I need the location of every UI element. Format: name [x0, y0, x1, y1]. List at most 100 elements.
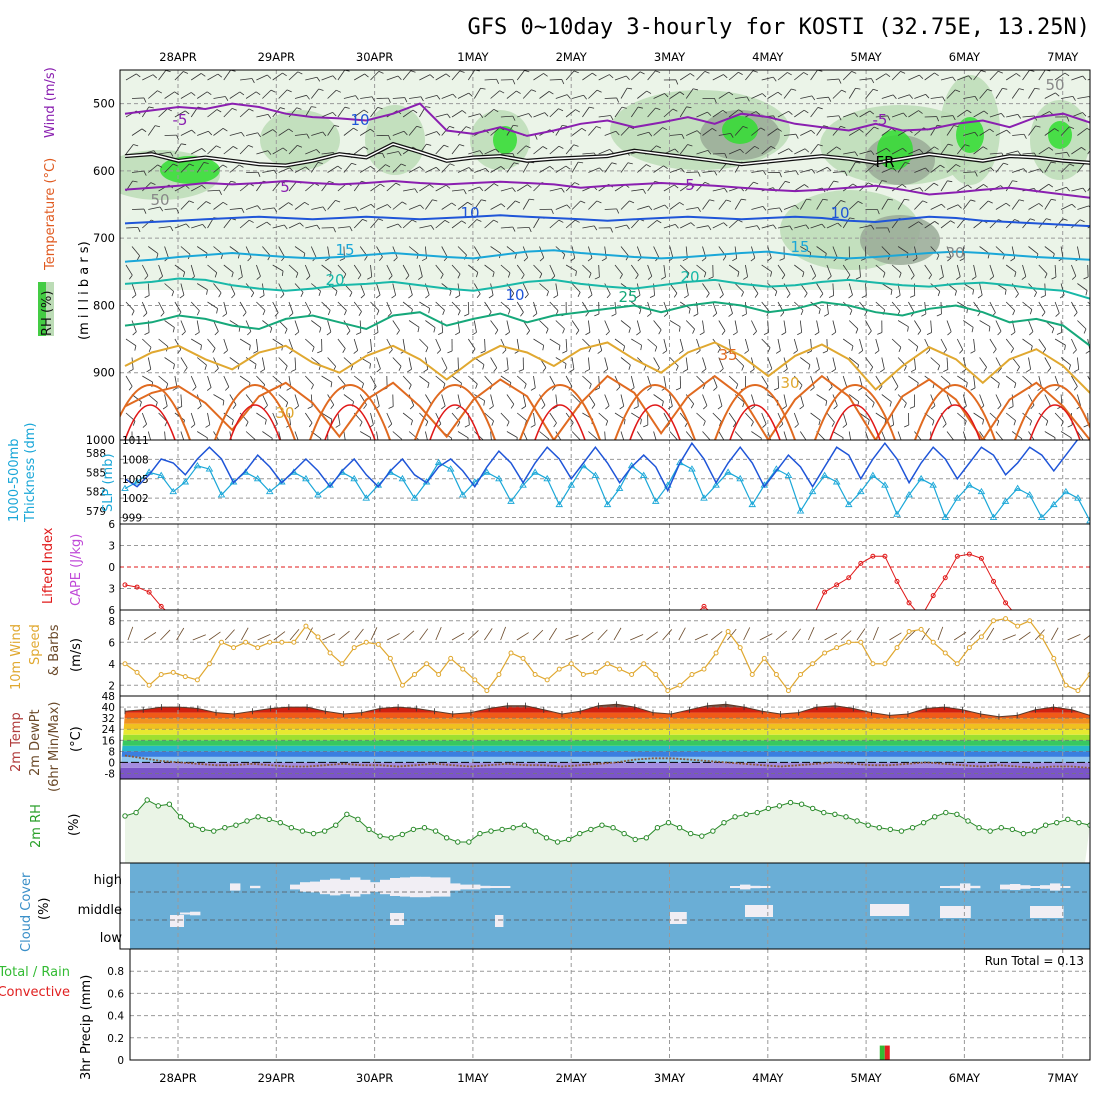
wind-barb-feather	[623, 419, 626, 425]
wind-barb-feather	[172, 327, 175, 333]
wind-barb-feather	[1056, 332, 1062, 335]
isotherm-label: 25	[618, 288, 637, 306]
rh-point	[277, 819, 283, 826]
wind-barb-feather	[1035, 125, 1041, 128]
wind-barb	[207, 73, 219, 81]
cloud-bar-high	[740, 884, 751, 890]
wind-barb	[767, 207, 780, 210]
wind-barb-feather	[859, 129, 864, 133]
pressure-tick-label: 800	[93, 298, 115, 312]
wind-barb	[468, 264, 479, 273]
wind-barb-feather	[573, 144, 579, 147]
wind-speed-point	[122, 661, 128, 667]
wind-barb	[875, 73, 887, 81]
wind-barb	[148, 206, 161, 210]
wind-barb-feather	[814, 331, 820, 336]
wind-barb-feather	[872, 88, 878, 92]
wind-barb	[777, 225, 790, 229]
wind-barb	[451, 144, 460, 155]
wind-barb	[924, 264, 932, 276]
wind-barb	[278, 431, 282, 440]
rh-point	[266, 816, 272, 823]
wind-barb-feather	[658, 329, 662, 335]
wind-barb-feather	[350, 365, 354, 371]
wind-barb	[908, 264, 915, 276]
wind-barb-feather	[378, 218, 384, 221]
wind-barb	[500, 412, 510, 423]
wind-barb	[832, 246, 838, 258]
wind-barb-feather	[828, 97, 832, 102]
wind-barb-feather	[520, 311, 524, 317]
wind-barb-feather	[806, 198, 812, 201]
wind-barb-feather	[926, 332, 932, 335]
wind-barb-feather	[487, 443, 491, 445]
wind-barb	[761, 76, 774, 81]
wind-barb	[728, 71, 739, 81]
wind-barb	[435, 301, 445, 311]
wind-barb	[506, 200, 516, 210]
wind-barb-feather	[500, 203, 506, 208]
wind-barb-feather	[562, 254, 566, 260]
wind-barb	[979, 167, 991, 173]
wind-barb	[685, 88, 694, 99]
temp-color-band	[120, 718, 1090, 724]
wind-barb-feather	[719, 294, 724, 299]
wind-barb-feather	[510, 293, 515, 298]
wind-barb-feather	[827, 166, 832, 171]
wind-barb	[386, 223, 399, 229]
wind-barb-feather	[142, 423, 147, 428]
wind-barb	[908, 301, 915, 313]
wind-barb	[810, 223, 823, 229]
wind-barb	[1094, 89, 1100, 98]
rh-point	[687, 830, 694, 837]
wind-barb-feather	[919, 187, 924, 192]
wind-speed-point	[399, 682, 405, 688]
wind-barb	[571, 283, 581, 293]
wind-speed-point	[303, 623, 309, 629]
isotherm-35-arc	[414, 384, 496, 440]
wind-speed-point	[761, 655, 767, 661]
wind-barb	[783, 320, 787, 333]
wind-speed-point	[749, 672, 755, 677]
wind-barb-feather	[330, 404, 335, 409]
wind-barb	[305, 149, 317, 155]
wind-barb-feather	[305, 166, 310, 171]
wind-barb-feather	[416, 125, 422, 129]
wind-barb	[946, 431, 955, 440]
wind-barb-feather	[335, 290, 338, 296]
slp-point	[603, 500, 612, 508]
wind-barb	[669, 431, 678, 440]
wind-barb	[745, 181, 754, 192]
wind-barb	[533, 301, 538, 314]
rh-shading-blob	[260, 110, 340, 170]
surface-wind-barb	[305, 627, 313, 641]
wind-barb-feather	[909, 406, 915, 409]
wind-barb	[386, 75, 399, 81]
wind-barb-feather	[915, 346, 919, 352]
wind-barb-feather	[947, 143, 953, 146]
wind-barb-feather	[777, 91, 783, 96]
rh-shading-blob	[365, 105, 425, 175]
wind-barb	[370, 375, 377, 387]
wind-barb-feather	[360, 294, 365, 299]
temp-tick-label: 8	[108, 746, 115, 758]
wind-barb	[408, 204, 421, 210]
wind-barb-feather	[855, 87, 861, 90]
wind-barb-feather	[196, 310, 200, 316]
slp-point	[1062, 487, 1070, 495]
wind-barb-feather	[1014, 383, 1017, 389]
wind-barb-feather	[472, 331, 477, 336]
cloud-bar-high	[350, 877, 361, 897]
wind-barb-feather	[585, 312, 589, 317]
wind-barb	[908, 221, 919, 229]
surface-wind-barb	[710, 631, 723, 641]
wind-barb-feather	[503, 369, 509, 373]
wind-barb	[180, 283, 185, 296]
wind-barb-feather	[561, 79, 565, 85]
wind-barb-feather	[1038, 203, 1044, 207]
wind-speed-point	[930, 639, 936, 645]
wind-barb-feather	[1083, 328, 1087, 334]
wind-barb	[588, 89, 598, 99]
wind-barb	[246, 132, 258, 136]
wind-barb	[1038, 301, 1046, 313]
